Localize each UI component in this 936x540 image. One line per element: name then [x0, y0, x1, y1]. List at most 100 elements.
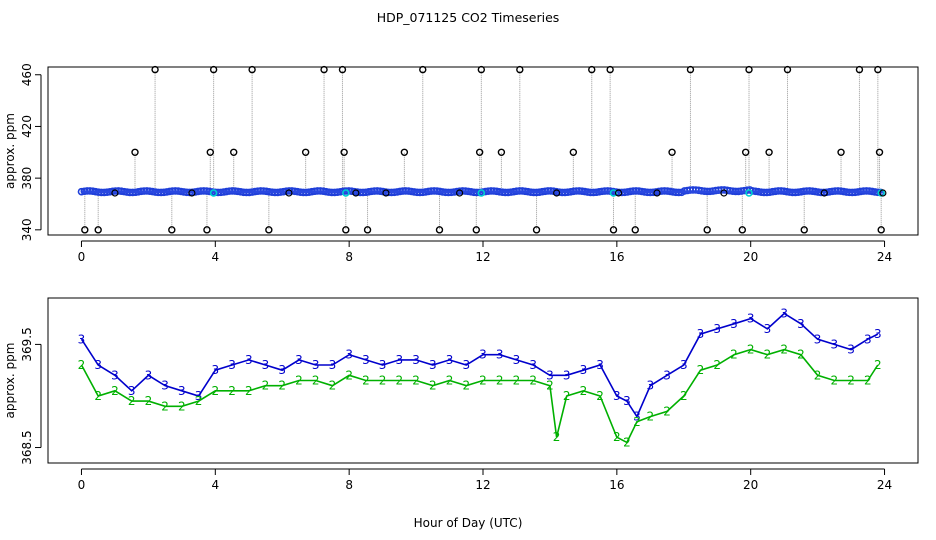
top-panel: 0 4 8 12 16 20 24 340 380 420 460 approx. ppm [3, 63, 919, 264]
spike-point [877, 226, 885, 234]
spike-point [765, 148, 773, 156]
cyan-point [477, 189, 486, 197]
spike-point [340, 148, 348, 156]
series-marker: 2 [623, 435, 631, 449]
raw-point [553, 189, 561, 197]
series-marker: 3 [747, 312, 755, 326]
series-marker: 3 [278, 363, 286, 377]
spike-point [435, 226, 444, 234]
spike-point [783, 65, 792, 74]
spike-point [342, 226, 350, 234]
series-marker: 2 [697, 363, 705, 377]
series-marker: 2 [78, 358, 86, 372]
spike-point [745, 65, 753, 74]
x-tick-label: 16 [609, 250, 624, 264]
y-tick-label: 340 [20, 218, 34, 241]
spike-point [477, 65, 486, 74]
series-marker: 3 [94, 358, 102, 372]
spike-point [800, 226, 808, 234]
spike-point [516, 65, 524, 74]
series-marker: 2 [245, 384, 253, 398]
series-marker: 3 [874, 327, 882, 341]
series-marker: 3 [479, 348, 487, 362]
series-marker: 2 [295, 374, 303, 388]
raw-point [653, 189, 661, 197]
series-marker: 3 [633, 410, 641, 424]
series-marker: 2 [195, 394, 203, 408]
series-marker: 3 [780, 306, 788, 320]
series-marker: 2 [513, 374, 521, 388]
raw-point [382, 189, 390, 197]
spike-point [588, 65, 596, 74]
series-marker: 3 [228, 358, 236, 372]
series-marker: 2 [874, 358, 882, 372]
spike-point [203, 226, 211, 234]
series-marker: 3 [831, 337, 839, 351]
spike-point [265, 226, 273, 234]
figure-xlabel: Hour of Day (UTC) [414, 516, 523, 530]
series-marker: 2 [680, 389, 688, 403]
series-marker: 3 [596, 358, 604, 372]
x-tick-label: 24 [877, 478, 892, 492]
series-marker: 2 [864, 374, 872, 388]
spike-point [248, 65, 256, 74]
series-marker: 3 [864, 332, 872, 346]
series-marker: 2 [412, 374, 420, 388]
spike-point [472, 226, 481, 234]
raw-point [111, 189, 119, 197]
series-marker: 3 [379, 358, 387, 372]
series-marker: 3 [111, 368, 119, 382]
x-tick-label: 20 [743, 250, 758, 264]
x-tick-label: 24 [877, 250, 892, 264]
raw-point [455, 189, 464, 197]
raw-point [879, 189, 887, 197]
spike-point [686, 65, 695, 74]
x-tick-label: 8 [345, 250, 353, 264]
spike-point [400, 148, 409, 156]
series-marker: 3 [128, 384, 136, 398]
series-marker: 2 [111, 384, 119, 398]
series-marker: 2 [94, 389, 102, 403]
spike-point [81, 226, 89, 234]
series-marker: 2 [831, 374, 839, 388]
x-tick-label: 16 [609, 478, 624, 492]
series-marker: 3 [295, 353, 303, 367]
series-marker: 2 [379, 374, 387, 388]
raw-point [352, 189, 360, 197]
x-tick-label: 12 [475, 478, 490, 492]
series-marker: 3 [161, 379, 169, 393]
series-marker: 3 [730, 317, 738, 331]
series-marker: 2 [780, 343, 788, 357]
spike-point [151, 65, 159, 74]
series-marker: 2 [613, 430, 621, 444]
series-marker: 3 [847, 343, 855, 357]
cyan-point [209, 189, 218, 197]
series-marker: 3 [546, 368, 554, 382]
series-marker: 3 [680, 358, 688, 372]
spike-point [569, 148, 578, 156]
series-marker: 3 [362, 353, 370, 367]
cyan-point [745, 189, 753, 197]
spike-point [497, 148, 506, 156]
y-axis-label: approx. ppm [3, 113, 17, 189]
figure-title: HDP_071125 CO2 Timeseries [377, 10, 560, 25]
raw-point [614, 189, 623, 197]
series-marker: 3 [329, 358, 337, 372]
spike-point [94, 226, 102, 234]
spike-point [230, 148, 238, 156]
series-marker: 3 [764, 322, 772, 336]
series-marker: 2 [663, 404, 671, 418]
y-tick-label: 368.5 [20, 430, 34, 464]
series-marker: 2 [646, 410, 654, 424]
series-marker: 2 [814, 368, 822, 382]
series-marker: 3 [513, 353, 521, 367]
spike-point [168, 226, 176, 234]
series-marker: 2 [329, 379, 337, 393]
series-marker: 2 [429, 379, 437, 393]
y-tick-label: 420 [20, 115, 34, 138]
x-tick-label: 4 [211, 478, 219, 492]
spike-point [855, 65, 864, 74]
y-tick-label: 380 [20, 167, 34, 190]
series-marker: 2 [496, 374, 504, 388]
